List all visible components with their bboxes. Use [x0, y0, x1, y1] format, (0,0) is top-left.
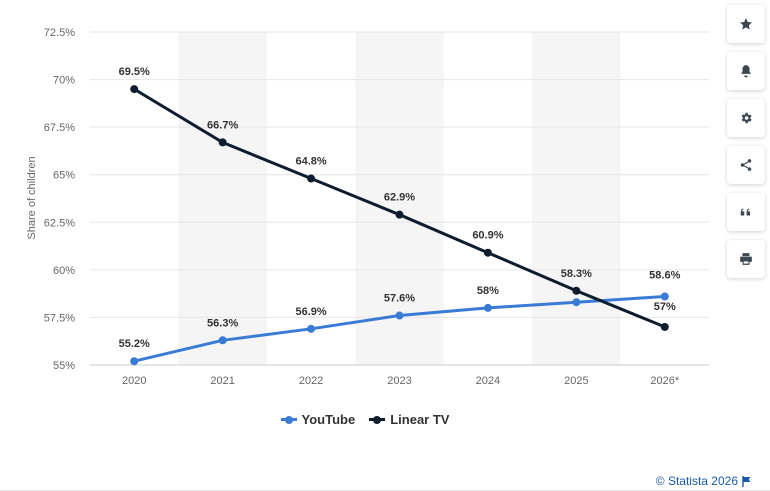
data-label-linear-tv: 57% — [654, 301, 676, 313]
data-label-linear-tv: 60.9% — [472, 230, 503, 242]
data-point-linear-tv — [395, 210, 404, 219]
print-icon — [740, 253, 752, 265]
series-labels: 55.2% 56.3% 56.9% 57.6% 58% 58.6% 69.5% 66.7% 64… — [119, 66, 681, 350]
x-tick-label: 2025 — [564, 375, 588, 387]
legend-swatch-linear-tv — [369, 415, 386, 424]
y-tick-label: 57.5% — [44, 312, 75, 324]
data-label-youtube: 56.3% — [207, 317, 238, 329]
legend-label-linear-tv: Linear TV — [390, 412, 450, 427]
gear-icon — [741, 112, 752, 124]
gridlines — [90, 31, 709, 366]
data-point-youtube — [483, 303, 492, 312]
series-points — [130, 85, 669, 366]
data-point-youtube — [395, 311, 404, 320]
data-label-youtube: 56.9% — [295, 306, 326, 318]
print-button[interactable] — [727, 240, 765, 278]
legend-label-youtube: YouTube — [301, 412, 356, 427]
data-point-youtube — [307, 324, 316, 333]
data-label-linear-tv: 69.5% — [119, 66, 150, 78]
y-tick-label: 67.5% — [44, 122, 75, 134]
bell-icon — [741, 65, 751, 78]
data-label-youtube: 58.6% — [649, 269, 680, 281]
data-point-linear-tv — [483, 248, 492, 257]
x-tick-label: 2022 — [299, 375, 323, 387]
data-label-linear-tv: 64.8% — [295, 156, 326, 168]
favorite-button[interactable] — [727, 5, 765, 43]
y-tick-label: 65% — [53, 170, 75, 182]
chart-legend: YouTube Linear TV — [0, 412, 730, 427]
y-tick-label: 70% — [53, 75, 75, 87]
y-axis-title: Share of children — [26, 156, 38, 239]
flag-icon — [742, 475, 751, 487]
data-point-linear-tv — [307, 174, 316, 183]
x-tick-label: 2021 — [210, 375, 234, 387]
x-tick-label: 2026* — [650, 375, 679, 387]
band-2023 — [355, 32, 444, 365]
x-tick-label: 2020 — [122, 375, 146, 387]
data-point-youtube — [572, 298, 581, 307]
statista-credits[interactable]: © Statista 2026 — [656, 474, 752, 488]
data-label-linear-tv: 58.3% — [561, 268, 592, 280]
band-2021 — [178, 32, 267, 365]
legend-item-youtube[interactable]: YouTube — [280, 412, 356, 427]
band-2025 — [532, 32, 621, 365]
data-label-youtube: 57.6% — [384, 293, 415, 305]
cite-button[interactable] — [727, 193, 765, 231]
y-axis-ticks: 55% 57.5% 60% 62.5% 65% 67.5% 70% 72.5% — [44, 27, 75, 372]
data-label-linear-tv: 62.9% — [384, 192, 415, 204]
data-point-linear-tv — [130, 85, 139, 94]
notification-button[interactable] — [727, 52, 765, 90]
data-label-linear-tv: 66.7% — [207, 119, 238, 131]
credits-text: © Statista 2026 — [655, 474, 738, 488]
data-point-youtube — [660, 292, 669, 301]
data-label-youtube: 55.2% — [119, 338, 150, 350]
share-button[interactable] — [727, 146, 765, 184]
x-axis-ticks: 2020 2021 2022 2023 2024 2025 2026* — [122, 375, 680, 387]
y-tick-label: 60% — [53, 265, 75, 277]
star-icon — [739, 18, 753, 30]
x-tick-label: 2023 — [387, 375, 411, 387]
legend-swatch-youtube — [280, 415, 297, 424]
y-tick-label: 62.5% — [44, 217, 75, 229]
data-point-youtube — [218, 336, 227, 345]
y-tick-label: 72.5% — [44, 27, 75, 39]
quote-icon — [740, 208, 751, 216]
data-point-linear-tv — [572, 286, 581, 295]
data-label-youtube: 58% — [477, 285, 499, 297]
data-point-youtube — [130, 357, 139, 366]
settings-button[interactable] — [727, 99, 765, 137]
data-point-linear-tv — [218, 138, 227, 147]
data-point-linear-tv — [660, 322, 669, 331]
alternating-bands — [178, 32, 621, 365]
share-icon — [740, 159, 752, 171]
legend-item-linear-tv[interactable]: Linear TV — [369, 412, 449, 427]
y-tick-label: 55% — [53, 360, 75, 372]
x-tick-label: 2024 — [476, 375, 500, 387]
